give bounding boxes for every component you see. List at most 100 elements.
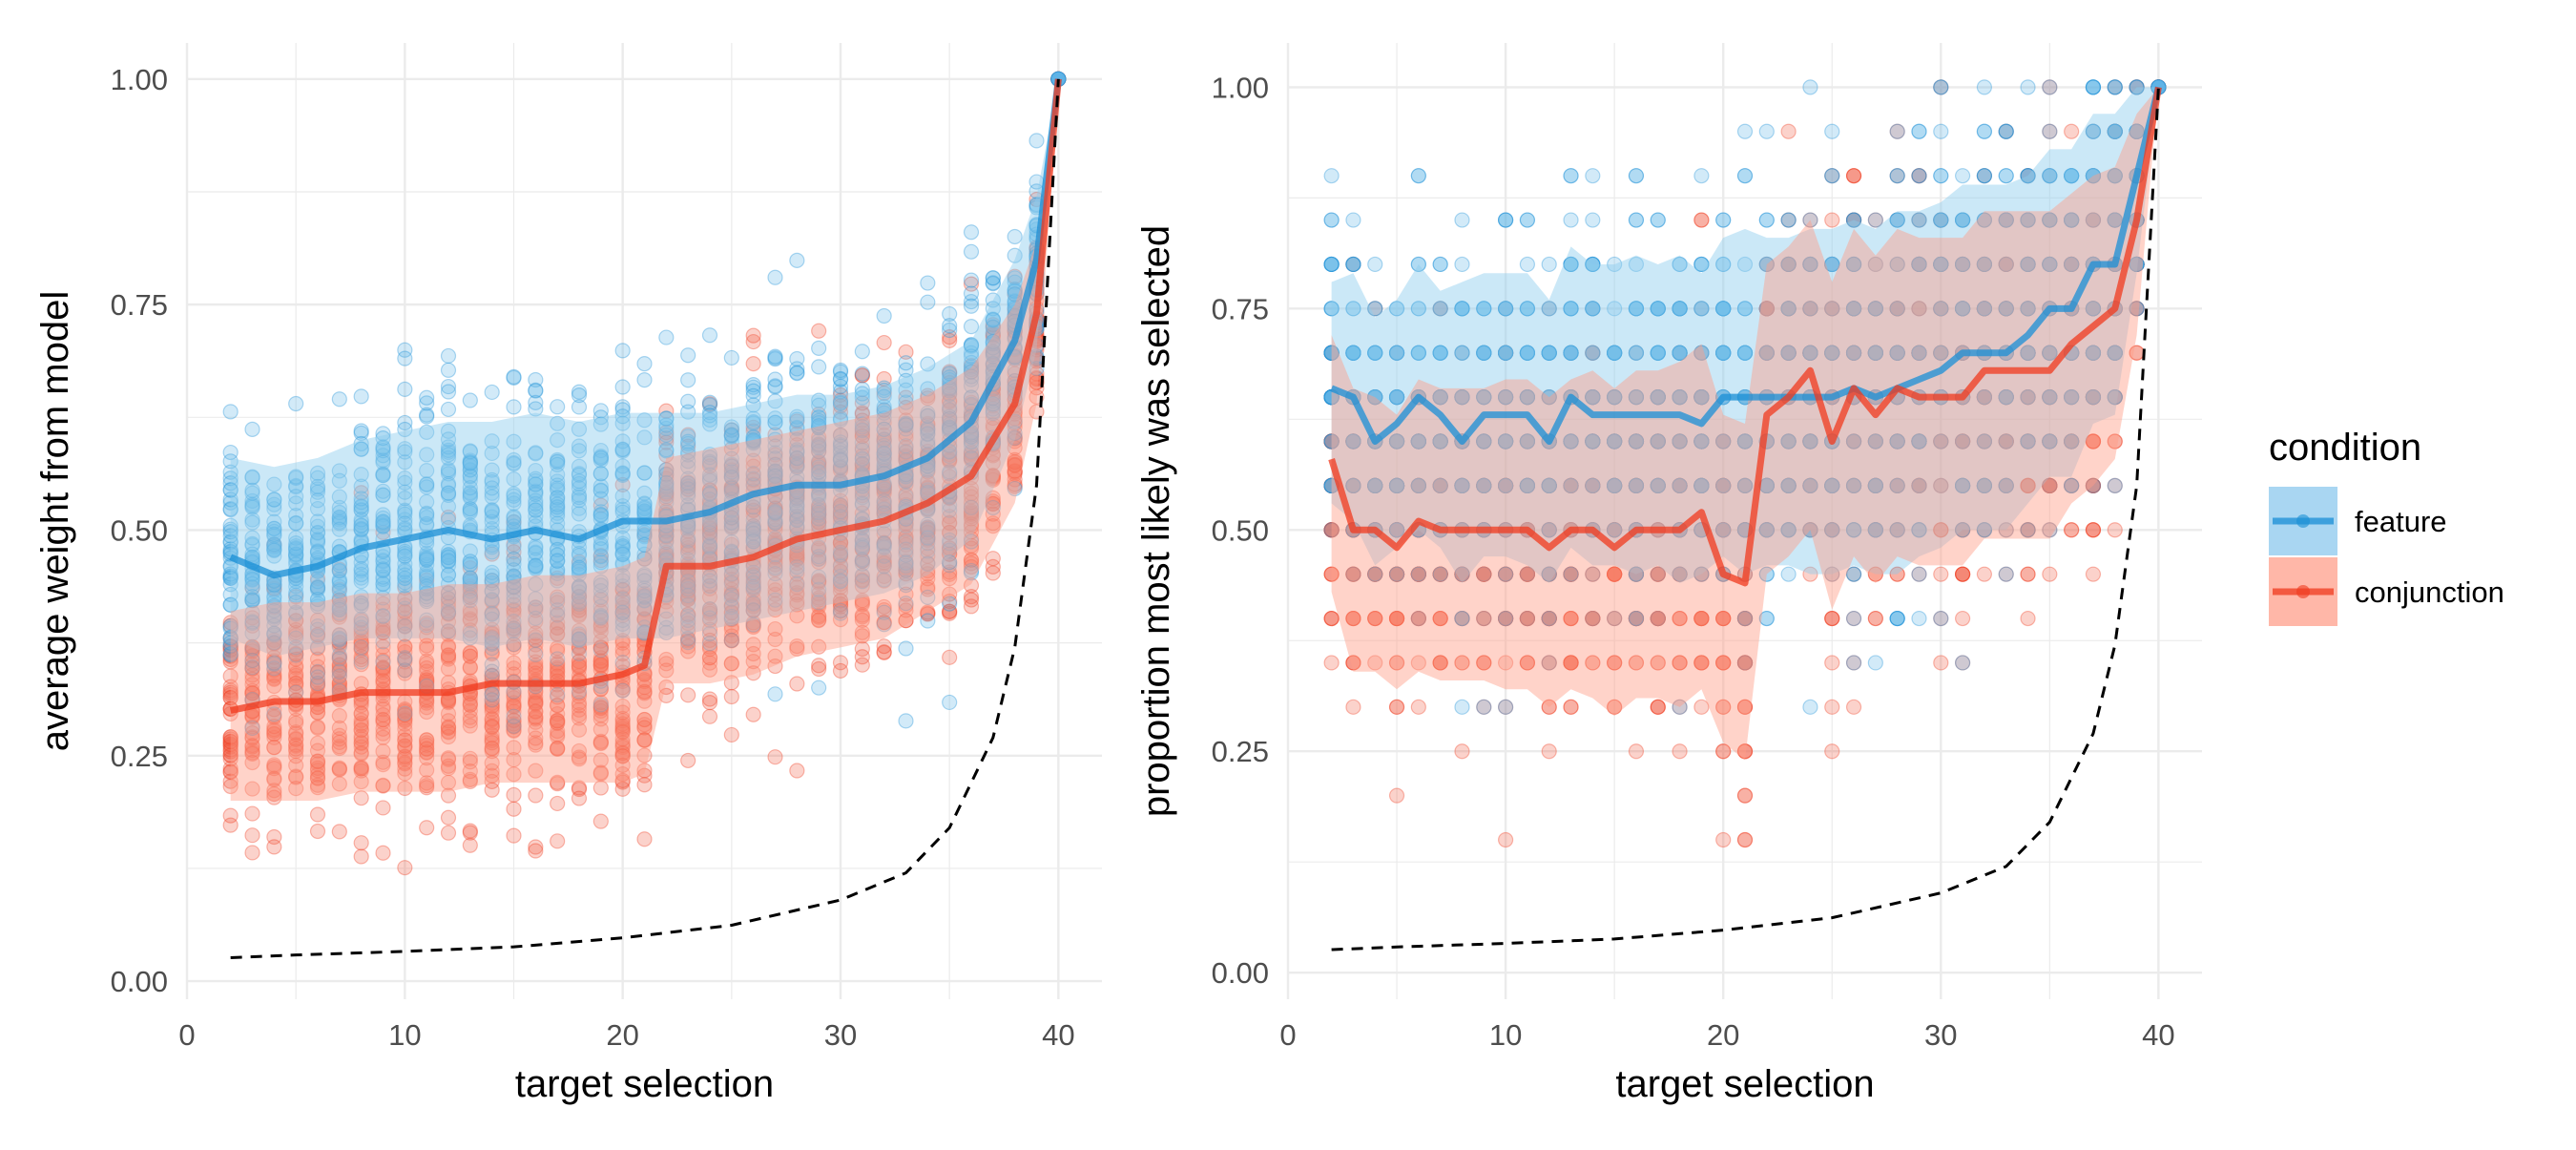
scatter-point-conjunction xyxy=(746,357,760,371)
scatter-point-feature xyxy=(615,344,630,358)
scatter-point-conjunction xyxy=(768,750,782,764)
x-tick-label: 10 xyxy=(388,1018,421,1052)
y-axis-title: average weight from model xyxy=(34,291,76,751)
scatter-point-feature xyxy=(1368,257,1382,271)
y-tick-label: 0.00 xyxy=(111,965,168,998)
scatter-point-conjunction xyxy=(442,826,456,840)
scatter-point-conjunction xyxy=(1694,213,1709,227)
scatter-point-conjunction xyxy=(812,659,826,673)
scatter-point-conjunction xyxy=(529,844,543,858)
scatter-point-conjunction xyxy=(442,810,456,825)
scatter-point-conjunction xyxy=(1825,656,1839,670)
scatter-point-feature xyxy=(572,388,587,403)
scatter-point-feature xyxy=(354,424,368,438)
scatter-point-conjunction xyxy=(1672,744,1687,759)
scatter-point-conjunction xyxy=(1738,833,1753,847)
scatter-point-conjunction xyxy=(2065,523,2079,537)
y-tick-label: 0.25 xyxy=(111,740,168,773)
scatter-point-conjunction xyxy=(1934,567,1948,581)
scatter-point-feature xyxy=(899,714,913,728)
scatter-point-feature xyxy=(834,371,848,386)
scatter-point-conjunction xyxy=(376,846,390,860)
scatter-point-feature xyxy=(442,385,456,399)
scatter-point-feature xyxy=(398,351,412,366)
scatter-point-conjunction xyxy=(986,552,1000,566)
scatter-point-conjunction xyxy=(1847,169,1861,183)
x-tick-label: 0 xyxy=(178,1018,195,1052)
scatter-point-conjunction xyxy=(463,826,477,840)
scatter-point-conjunction xyxy=(703,696,717,710)
scatter-point-feature xyxy=(1346,257,1361,271)
x-tick-label: 20 xyxy=(606,1018,638,1052)
scatter-point-conjunction xyxy=(1324,612,1339,626)
scatter-point-feature xyxy=(289,397,303,411)
scatter-point-conjunction xyxy=(637,778,652,792)
scatter-point-feature xyxy=(420,390,434,405)
scatter-point-conjunction xyxy=(681,753,696,767)
scatter-point-conjunction xyxy=(1324,656,1339,670)
scatter-point-feature xyxy=(398,382,412,396)
scatter-point-feature xyxy=(965,273,979,287)
scatter-point-feature xyxy=(659,330,674,345)
scatter-point-conjunction xyxy=(790,677,804,691)
scatter-point-feature xyxy=(812,360,826,374)
scatter-point-conjunction xyxy=(1781,124,1796,138)
scatter-point-feature xyxy=(485,385,499,399)
scatter-point-conjunction xyxy=(2021,612,2035,626)
scatter-point-feature xyxy=(507,400,521,414)
scatter-point-feature xyxy=(724,350,738,365)
x-tick-label: 40 xyxy=(1042,1018,1074,1052)
scatter-point-conjunction xyxy=(1825,744,1839,759)
scatter-point-feature xyxy=(1324,257,1339,271)
scatter-point-conjunction xyxy=(1716,833,1731,847)
x-tick-label: 30 xyxy=(824,1018,857,1052)
scatter-point-conjunction xyxy=(1934,656,1948,670)
scatter-point-feature xyxy=(529,384,543,398)
scatter-point-feature xyxy=(507,369,521,384)
x-axis-title: target selection xyxy=(515,1063,774,1105)
scatter-point-feature xyxy=(746,388,760,403)
scatter-point-feature xyxy=(986,271,1000,285)
y-tick-label: 1.00 xyxy=(111,63,168,96)
scatter-point-conjunction xyxy=(223,808,238,823)
scatter-point-conjunction xyxy=(746,328,760,343)
scatter-point-feature xyxy=(703,328,717,343)
scatter-point-conjunction xyxy=(1499,833,1513,847)
scatter-point-conjunction xyxy=(986,566,1000,580)
scatter-point-conjunction xyxy=(724,690,738,704)
scatter-point-conjunction xyxy=(1564,700,1578,714)
scatter-point-feature xyxy=(637,373,652,387)
scatter-point-conjunction xyxy=(812,324,826,338)
scatter-point-feature xyxy=(332,392,346,407)
scatter-point-conjunction xyxy=(1847,700,1861,714)
scatter-point-feature xyxy=(855,366,869,381)
scatter-point-feature xyxy=(768,349,782,364)
y-tick-label: 0.50 xyxy=(111,513,168,547)
scatter-point-conjunction xyxy=(724,727,738,742)
y-tick-label: 0.75 xyxy=(111,288,168,322)
scatter-point-conjunction xyxy=(267,840,281,854)
scatter-point-feature xyxy=(877,308,891,323)
scatter-point-conjunction xyxy=(507,787,521,802)
scatter-point-feature xyxy=(921,295,935,309)
scatter-point-conjunction xyxy=(681,688,696,702)
scatter-point-feature xyxy=(1324,213,1339,227)
scatter-point-conjunction xyxy=(1825,700,1839,714)
scatter-point-conjunction xyxy=(507,802,521,816)
scatter-point-feature xyxy=(681,394,696,408)
scatter-point-feature xyxy=(943,695,957,709)
scatter-point-conjunction xyxy=(354,849,368,864)
scatter-point-feature xyxy=(965,225,979,240)
scatter-point-conjunction xyxy=(354,836,368,850)
scatter-point-feature xyxy=(965,244,979,259)
scatter-point-feature xyxy=(420,409,434,424)
scatter-point-conjunction xyxy=(1738,788,1753,803)
scatter-point-conjunction xyxy=(877,639,891,654)
scatter-point-feature xyxy=(1029,134,1044,148)
scatter-point-conjunction xyxy=(1694,700,1709,714)
scatter-point-conjunction xyxy=(311,824,325,838)
scatter-point-feature xyxy=(551,400,565,414)
scatter-point-conjunction xyxy=(1956,567,1970,581)
